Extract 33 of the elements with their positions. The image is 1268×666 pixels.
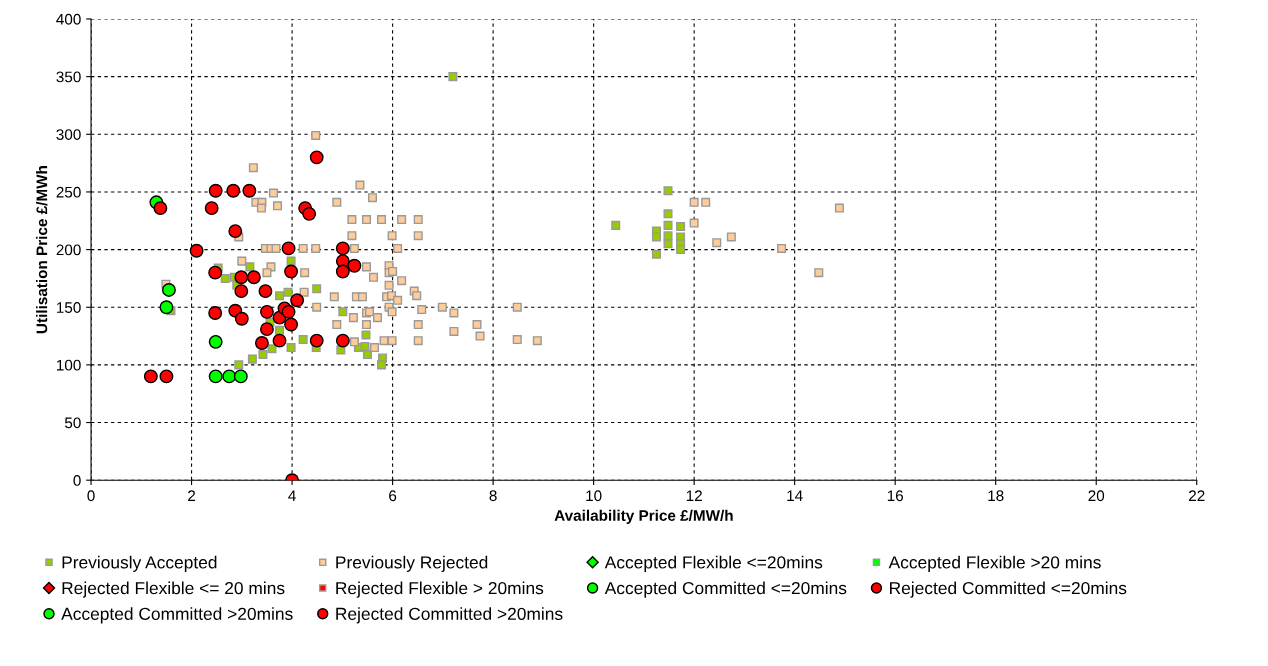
legend-label: Rejected Committed >20mins [336,607,563,624]
legend-label: Accepted Flexible <=20mins [604,555,823,572]
legend-label: Rejected Flexible > 20mins [336,581,544,598]
y-axis-title: Utilisation Price £/MWh [36,166,48,334]
x-axis-title: Availability Price £/MW/h [554,509,733,524]
y-tick-label: 200 [56,244,81,256]
x-tick-label: 12 [686,490,702,501]
y-tick-label: 350 [56,71,81,83]
x-tick-label: 18 [988,490,1004,502]
x-tick-label: 22 [1189,490,1205,501]
x-tick-label: 8 [489,490,497,502]
x-tick-label: 2 [188,490,196,501]
x-tick-label: 14 [787,490,803,501]
legend-label: Previously Accepted [62,555,217,572]
y-tick-label: 300 [56,129,81,140]
y-tick-label: 150 [57,302,81,313]
y-tick-label: 50 [64,417,81,429]
legend-label: Rejected Flexible <= 20 mins [62,581,285,598]
legend-label: Rejected Committed <=20mins [890,581,1127,598]
x-tick-label: 20 [1088,490,1105,502]
y-tick-label: 100 [57,359,81,371]
y-tick-label: 400 [56,13,81,25]
legend-label: Accepted Committed <=20mins [604,581,847,598]
x-tick-label: 16 [887,490,904,502]
x-tick-label: 10 [586,490,602,502]
legend-label: Accepted Flexible >20 mins [888,555,1101,572]
legend-label: Accepted Committed >20mins [61,607,293,624]
legend-label: Previously Rejected [336,555,488,572]
x-tick-label: 6 [389,490,397,502]
x-tick-label: 4 [288,490,296,501]
x-tick-label: 0 [87,490,95,502]
y-tick-label: 250 [56,186,81,198]
y-tick-label: 0 [73,475,81,486]
